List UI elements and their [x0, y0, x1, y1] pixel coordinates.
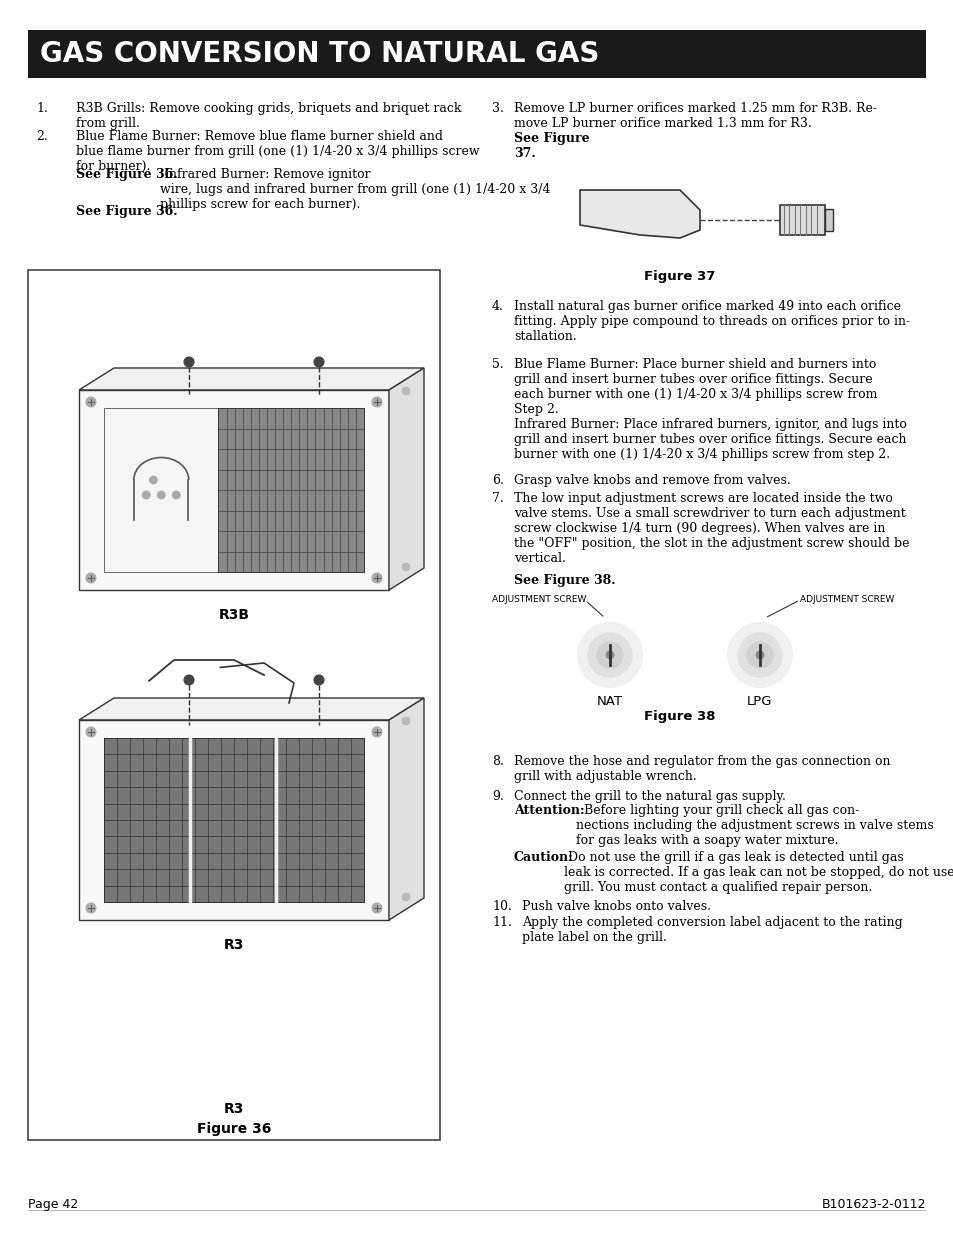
Text: 4.: 4.	[492, 300, 503, 312]
Text: 2.: 2.	[36, 130, 48, 143]
Circle shape	[149, 475, 157, 484]
Text: Apply the completed conversion label adjacent to the rating
plate label on the g: Apply the completed conversion label adj…	[521, 916, 902, 944]
Text: See Figure 38.: See Figure 38.	[514, 574, 615, 587]
Circle shape	[578, 622, 641, 687]
Text: B101623-2-0112: B101623-2-0112	[821, 1198, 925, 1212]
Text: Remove LP burner orifices marked 1.25 mm for R3B. Re-
move LP burner orifice mar: Remove LP burner orifices marked 1.25 mm…	[514, 103, 876, 130]
Text: R3B: R3B	[218, 608, 250, 622]
Text: Before lighting your grill check all gas con-
nections including the adjustment : Before lighting your grill check all gas…	[576, 804, 933, 847]
Circle shape	[727, 622, 791, 687]
Text: Remove the hose and regulator from the gas connection on
grill with adjustable w: Remove the hose and regulator from the g…	[514, 755, 889, 783]
Circle shape	[401, 563, 410, 571]
Circle shape	[139, 680, 149, 690]
Circle shape	[86, 727, 96, 737]
Circle shape	[209, 663, 219, 673]
Polygon shape	[389, 368, 423, 590]
Text: Figure 36: Figure 36	[196, 1123, 271, 1136]
Circle shape	[597, 642, 622, 668]
Text: Push valve knobs onto valves.: Push valve knobs onto valves.	[521, 900, 710, 913]
Bar	[780, 205, 824, 235]
Text: R3: R3	[224, 1102, 244, 1116]
Text: Attention:: Attention:	[514, 804, 584, 818]
Circle shape	[314, 676, 324, 685]
Text: See Figure 36.: See Figure 36.	[76, 168, 177, 182]
Circle shape	[372, 396, 381, 408]
Polygon shape	[579, 190, 700, 238]
Circle shape	[314, 357, 324, 367]
Polygon shape	[79, 720, 389, 920]
Text: Install natural gas burner orifice marked 49 into each orifice
fitting. Apply pi: Install natural gas burner orifice marke…	[514, 300, 909, 343]
Text: 10.: 10.	[492, 900, 512, 913]
Text: 8.: 8.	[492, 755, 503, 768]
Circle shape	[142, 492, 150, 499]
Polygon shape	[79, 698, 423, 720]
Polygon shape	[389, 698, 423, 920]
Text: Do not use the grill if a gas leak is detected until gas
leak is corrected. If a: Do not use the grill if a gas leak is de…	[563, 851, 953, 894]
Circle shape	[755, 651, 763, 659]
Circle shape	[172, 492, 180, 499]
Text: NAT: NAT	[597, 695, 622, 708]
Text: Grasp valve knobs and remove from valves.: Grasp valve knobs and remove from valves…	[514, 474, 790, 487]
Text: 3.: 3.	[492, 103, 503, 115]
Bar	[104, 408, 218, 572]
Text: Caution:: Caution:	[514, 851, 573, 864]
Text: ADJUSTMENT SCREW: ADJUSTMENT SCREW	[492, 595, 586, 604]
Circle shape	[372, 903, 381, 913]
Bar	[218, 408, 364, 572]
Circle shape	[184, 357, 193, 367]
Text: Figure 38: Figure 38	[643, 710, 715, 722]
Text: 9.: 9.	[492, 790, 503, 803]
Circle shape	[372, 727, 381, 737]
Text: Figure 37: Figure 37	[643, 270, 715, 283]
Text: ADJUSTMENT SCREW: ADJUSTMENT SCREW	[800, 595, 893, 604]
Circle shape	[184, 676, 193, 685]
Text: GAS CONVERSION TO NATURAL GAS: GAS CONVERSION TO NATURAL GAS	[40, 40, 598, 68]
Bar	[28, 30, 925, 78]
Text: R3B Grills: Remove cooking grids, briquets and briquet rack
from grill.: R3B Grills: Remove cooking grids, brique…	[76, 103, 461, 130]
Circle shape	[605, 651, 614, 659]
Bar	[824, 209, 832, 231]
Circle shape	[746, 642, 772, 668]
Text: 6.: 6.	[492, 474, 503, 487]
Circle shape	[372, 573, 381, 583]
Text: See Figure
37.: See Figure 37.	[514, 132, 589, 161]
Circle shape	[86, 573, 96, 583]
Circle shape	[401, 893, 410, 902]
Text: 11.: 11.	[492, 916, 512, 929]
Bar	[104, 739, 364, 902]
Text: See Figure 36.: See Figure 36.	[76, 205, 177, 219]
Circle shape	[157, 492, 165, 499]
Text: Blue Flame Burner: Place burner shield and burners into
grill and insert burner : Blue Flame Burner: Place burner shield a…	[514, 358, 906, 461]
Circle shape	[401, 718, 410, 725]
Text: 7.: 7.	[492, 492, 503, 505]
Circle shape	[587, 634, 631, 677]
Text: Blue Flame Burner: Remove blue flame burner shield and
blue flame burner from gr: Blue Flame Burner: Remove blue flame bur…	[76, 130, 479, 173]
Text: The low input adjustment screws are located inside the two
valve stems. Use a sm: The low input adjustment screws are loca…	[514, 492, 908, 564]
Circle shape	[86, 903, 96, 913]
Polygon shape	[79, 368, 423, 390]
Text: Connect the grill to the natural gas supply.: Connect the grill to the natural gas sup…	[514, 790, 785, 803]
Polygon shape	[79, 390, 389, 590]
Text: Page 42: Page 42	[28, 1198, 78, 1212]
Circle shape	[86, 396, 96, 408]
Text: Infrared Burner: Remove ignitor
wire, lugs and infrared burner from grill (one (: Infrared Burner: Remove ignitor wire, lu…	[160, 168, 550, 211]
Text: 1.: 1.	[36, 103, 48, 115]
Circle shape	[401, 387, 410, 395]
Text: LPG: LPG	[746, 695, 772, 708]
Text: R3: R3	[224, 939, 244, 952]
Bar	[28, 270, 439, 1140]
Circle shape	[738, 634, 781, 677]
Text: 5.: 5.	[492, 358, 503, 370]
